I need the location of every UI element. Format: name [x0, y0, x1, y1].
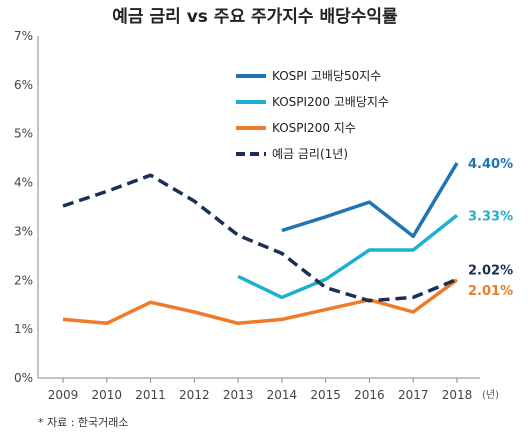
- x-axis-unit: (년): [482, 389, 499, 401]
- y-tick-label: 1%: [14, 322, 33, 336]
- series-end-label: 2.02%: [468, 263, 513, 278]
- legend-label: KOSPI 고배당50지수: [272, 69, 381, 83]
- series-line-0: [281, 162, 459, 239]
- y-tick-label: 5%: [14, 127, 33, 141]
- x-tick-label: 2013: [223, 388, 254, 402]
- y-tick-label: 3%: [14, 224, 33, 238]
- x-tick-label: 2012: [179, 388, 210, 402]
- x-tick-label: 2009: [48, 388, 79, 402]
- series-layer: [62, 162, 459, 326]
- x-tick-label: 2010: [92, 388, 123, 402]
- series-end-label: 3.33%: [468, 209, 513, 224]
- x-axis: 2009 2010 2011 2012 2013 2014 2015 2016 2017 2018: [38, 377, 480, 402]
- series-end-label: 4.40%: [468, 157, 513, 172]
- x-tick-label: 2015: [310, 388, 341, 402]
- legend-label: KOSPI200 지수: [272, 121, 356, 135]
- end-labels: 4.40% 3.33% 2.01% 2.02%: [468, 157, 513, 299]
- y-axis: 0% 1% 2% 3% 4% 5% 6% 7%: [14, 29, 39, 385]
- x-tick-label: 2011: [135, 388, 166, 402]
- x-tick-label: 2018: [442, 388, 473, 402]
- series-line-3: [62, 173, 458, 303]
- x-tick-label: 2014: [267, 388, 298, 402]
- series-end-label: 2.01%: [468, 284, 513, 299]
- x-tick-label: 2016: [354, 388, 385, 402]
- y-tick-label: 2%: [14, 273, 33, 287]
- y-tick-label: 7%: [14, 29, 33, 43]
- source-note: * 자료 : 한국거래소: [38, 416, 129, 429]
- y-tick-label: 0%: [14, 371, 33, 385]
- series-line-1: [237, 213, 459, 300]
- x-tick-label: 2017: [398, 388, 429, 402]
- legend: KOSPI 고배당50지수 KOSPI200 고배당지수 KOSPI200 지수예금…: [236, 69, 389, 161]
- legend-label: 예금 금리(1년): [272, 147, 348, 161]
- y-tick-label: 6%: [14, 78, 33, 92]
- series-line-2: [62, 278, 459, 326]
- y-tick-label: 4%: [14, 176, 33, 190]
- chart-title: 예금 금리 vs 주요 주가지수 배당수익률: [112, 7, 398, 27]
- legend-label: KOSPI200 고배당지수: [272, 95, 389, 109]
